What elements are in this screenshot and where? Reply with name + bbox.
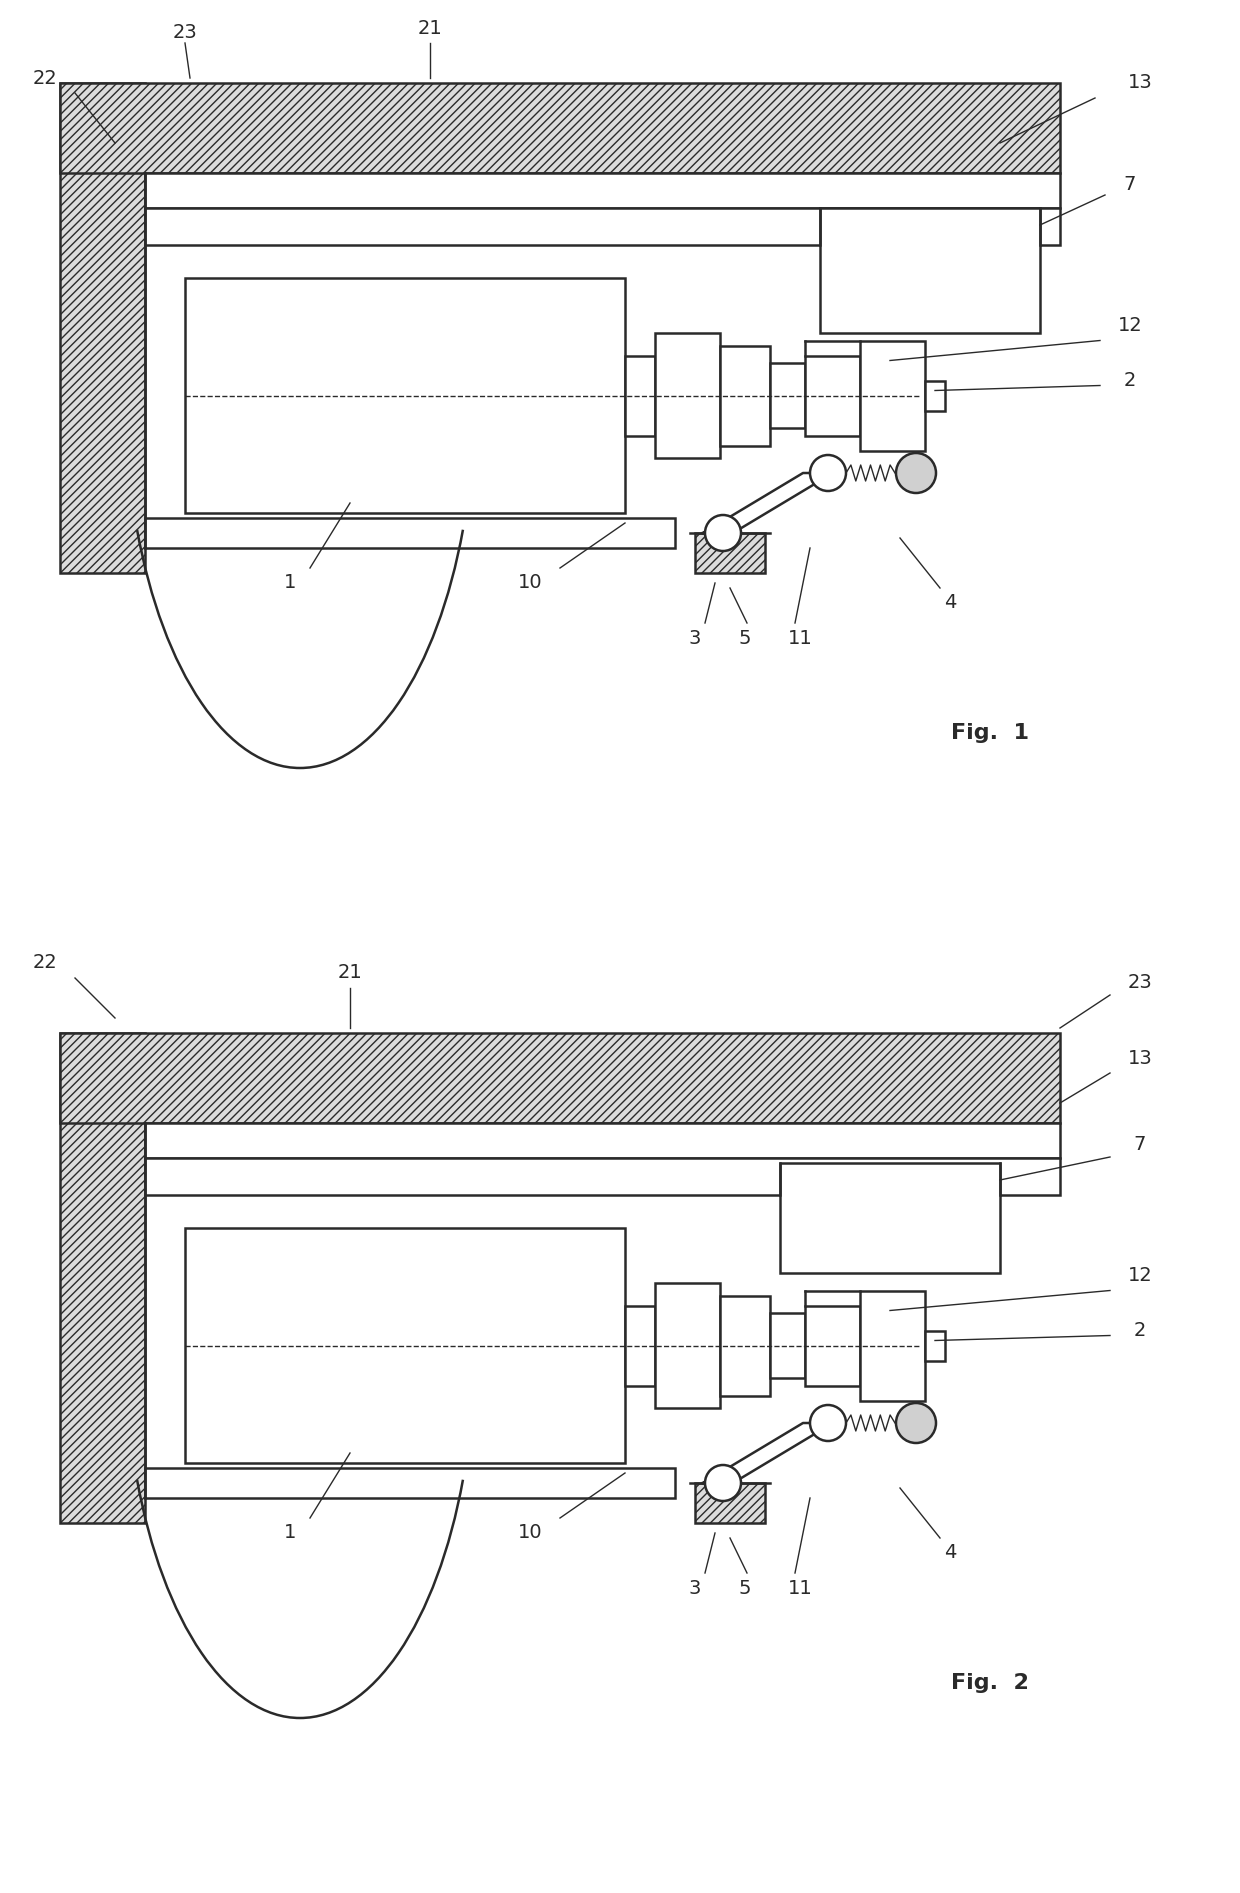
Circle shape — [897, 1403, 936, 1442]
Text: 1: 1 — [284, 574, 296, 593]
Bar — [925, 380, 945, 411]
Bar — [655, 1283, 720, 1408]
Polygon shape — [703, 1424, 833, 1482]
Text: Fig.  2: Fig. 2 — [951, 1673, 1029, 1692]
Bar — [720, 1295, 770, 1395]
Bar — [185, 278, 625, 513]
Bar — [720, 346, 770, 445]
Bar — [861, 341, 925, 451]
Text: 22: 22 — [32, 68, 57, 87]
Bar — [805, 356, 861, 435]
Text: Fig.  1: Fig. 1 — [951, 723, 1029, 742]
Text: 10: 10 — [517, 574, 542, 593]
Circle shape — [706, 1465, 742, 1501]
Text: 22: 22 — [32, 954, 57, 973]
Text: 12: 12 — [1127, 1266, 1152, 1285]
Bar — [861, 1291, 925, 1401]
Text: 12: 12 — [1117, 316, 1142, 335]
Text: 10: 10 — [517, 1524, 542, 1543]
Text: 4: 4 — [944, 1543, 956, 1562]
Bar — [145, 1123, 1060, 1159]
Text: 23: 23 — [172, 23, 197, 42]
Bar — [694, 534, 765, 574]
Text: 23: 23 — [1127, 973, 1152, 992]
Bar — [780, 1162, 999, 1272]
Text: 3: 3 — [688, 1579, 701, 1598]
Bar — [625, 1306, 655, 1386]
Bar — [145, 172, 1060, 208]
Text: 21: 21 — [418, 19, 443, 38]
Circle shape — [810, 454, 846, 490]
Bar — [694, 1482, 765, 1524]
Text: 2: 2 — [1123, 371, 1136, 390]
Text: 11: 11 — [787, 1579, 812, 1598]
Bar — [145, 519, 675, 547]
Text: 7: 7 — [1133, 1136, 1146, 1155]
Bar — [60, 83, 1060, 172]
Bar — [60, 1034, 145, 1524]
Bar — [655, 333, 720, 458]
Bar — [805, 1306, 861, 1386]
Bar — [770, 1314, 805, 1378]
Bar — [60, 1034, 1060, 1123]
Text: 21: 21 — [337, 964, 362, 982]
Text: 5: 5 — [739, 628, 751, 647]
Bar — [185, 1229, 625, 1463]
Text: 13: 13 — [1127, 1049, 1152, 1068]
Bar — [625, 356, 655, 435]
Text: 2: 2 — [1133, 1321, 1146, 1340]
Bar — [145, 1159, 1060, 1194]
Circle shape — [706, 515, 742, 551]
Text: 7: 7 — [1123, 176, 1136, 195]
Text: 13: 13 — [1127, 74, 1152, 93]
Text: 1: 1 — [284, 1524, 296, 1543]
Text: 4: 4 — [944, 594, 956, 613]
Bar — [925, 1331, 945, 1361]
Text: 3: 3 — [688, 628, 701, 647]
Bar — [60, 83, 145, 574]
Bar — [820, 208, 1040, 333]
Text: 5: 5 — [739, 1579, 751, 1598]
Bar — [145, 208, 1060, 244]
Text: 11: 11 — [787, 628, 812, 647]
Bar — [145, 1467, 675, 1497]
Bar — [770, 363, 805, 428]
Circle shape — [897, 452, 936, 492]
Circle shape — [810, 1405, 846, 1441]
Polygon shape — [703, 473, 833, 534]
